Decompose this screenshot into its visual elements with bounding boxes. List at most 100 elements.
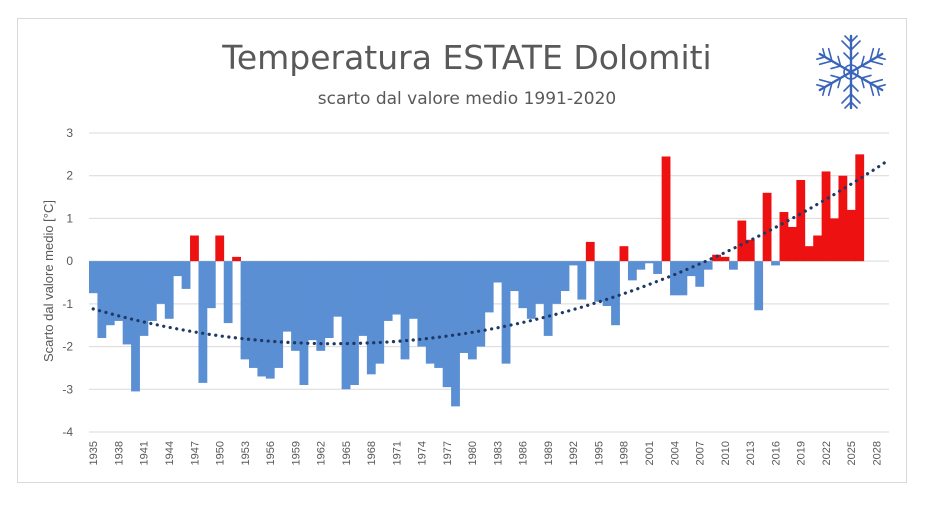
- x-tick-label: 2013: [745, 441, 757, 465]
- bar-1944: [164, 261, 174, 319]
- chart-frame: [17, 18, 907, 483]
- bar-1991: [560, 261, 570, 292]
- bar-1982: [484, 261, 494, 313]
- bar-2018: [787, 226, 797, 262]
- x-tick-label: 1971: [391, 441, 403, 465]
- bar-2023: [830, 218, 839, 262]
- y-tick-label: 3: [66, 126, 73, 140]
- bar-1966: [350, 261, 359, 386]
- bar-1997: [611, 261, 620, 326]
- axis-labels: -4 -3 -2 -1 0 1 2 3 1935 1938 1941 1944 1947 1950 1953…: [62, 126, 883, 465]
- bar-1992: [569, 261, 578, 266]
- bar-1945: [173, 261, 183, 277]
- bar-1993: [577, 261, 587, 300]
- bar-2001: [644, 261, 654, 264]
- bar-1964: [333, 261, 343, 317]
- bar-2022: [821, 171, 831, 262]
- bar-1941: [139, 261, 149, 336]
- x-tick-label: 1950: [215, 441, 227, 465]
- x-tick-label: 2028: [871, 441, 883, 465]
- bar-1951: [223, 261, 233, 324]
- x-tick-label: 2025: [846, 441, 858, 465]
- bar-1973: [409, 261, 418, 319]
- x-tick-label: 1941: [139, 441, 151, 465]
- bar-1989: [543, 261, 553, 336]
- chart-subtitle: scarto dal valore medio 1991-2020: [317, 89, 617, 109]
- bar-1998: [619, 246, 629, 262]
- bar-1937: [105, 261, 115, 326]
- bar-2017: [779, 212, 789, 262]
- bar-2010: [720, 256, 730, 262]
- bar-1967: [358, 261, 368, 336]
- bar-2005: [678, 261, 688, 296]
- x-tick-label: 1995: [593, 441, 605, 465]
- x-tick-label: 2010: [720, 441, 732, 465]
- bar-1987: [526, 261, 536, 319]
- bar-1968: [366, 261, 376, 375]
- bar-1980: [467, 261, 477, 360]
- bar-2013: [745, 239, 755, 262]
- bar-1985: [510, 261, 519, 292]
- bar-1962: [316, 261, 326, 351]
- y-tick-label: -2: [62, 340, 73, 354]
- bar-2007: [695, 261, 705, 287]
- bar-2003: [661, 156, 671, 262]
- bar-2011: [729, 261, 738, 270]
- bar-2026: [855, 154, 865, 262]
- x-tick-label: 2007: [695, 441, 707, 465]
- bar-1958: [282, 261, 292, 332]
- bar-1970: [383, 261, 393, 321]
- bar-1948: [198, 261, 208, 383]
- bar-1939: [122, 261, 132, 345]
- bar-1949: [206, 261, 216, 309]
- bar-1974: [417, 261, 427, 347]
- bar-1935: [89, 261, 98, 294]
- x-tick-label: 1986: [518, 441, 530, 465]
- bar-2009: [712, 254, 721, 262]
- x-tick-label: 1968: [366, 441, 378, 465]
- x-tick-label: 1938: [113, 441, 125, 465]
- snowflake-icon: [816, 34, 886, 110]
- bar-1981: [476, 261, 486, 347]
- bar-1940: [131, 261, 140, 392]
- x-tick-label: 2001: [644, 441, 656, 465]
- bar-1990: [552, 261, 561, 304]
- bar-1950: [215, 235, 225, 262]
- bar-1984: [501, 261, 511, 364]
- x-tick-label: 2022: [821, 441, 833, 465]
- bar-1977: [442, 261, 452, 388]
- bar-1955: [257, 261, 267, 377]
- x-tick-label: 1992: [568, 441, 580, 465]
- bar-1938: [114, 261, 124, 321]
- bar-1954: [249, 261, 258, 368]
- bar-2008: [703, 261, 713, 270]
- bar-2019: [796, 179, 806, 262]
- x-tick-label: 1998: [619, 441, 631, 465]
- bar-1995: [594, 261, 604, 302]
- bar-2016: [771, 261, 780, 266]
- bar-1996: [602, 261, 612, 306]
- bar-1947: [190, 235, 199, 262]
- x-tick-label: 1980: [467, 441, 479, 465]
- bar-1969: [375, 261, 385, 364]
- x-tick-label: 1935: [88, 441, 100, 465]
- x-tick-label: 1989: [543, 441, 555, 465]
- bar-1976: [434, 261, 444, 368]
- y-axis-label: Scarto dal valore medio [°C]: [41, 200, 56, 362]
- x-tick-label: 1956: [265, 441, 277, 465]
- x-tick-label: 1977: [442, 441, 454, 465]
- bar-1978: [451, 261, 460, 407]
- bar-1965: [341, 261, 351, 390]
- bar-2002: [653, 261, 663, 274]
- bar-2012: [737, 220, 747, 262]
- bar-2014: [754, 261, 764, 311]
- bar-1972: [400, 261, 410, 360]
- bar-2004: [670, 261, 679, 296]
- x-tick-label: 1965: [341, 441, 353, 465]
- bars: [89, 154, 865, 407]
- bar-1994: [585, 241, 595, 262]
- bar-2015: [762, 192, 772, 262]
- y-tick-label: -4: [62, 425, 73, 439]
- bar-1943: [156, 261, 166, 304]
